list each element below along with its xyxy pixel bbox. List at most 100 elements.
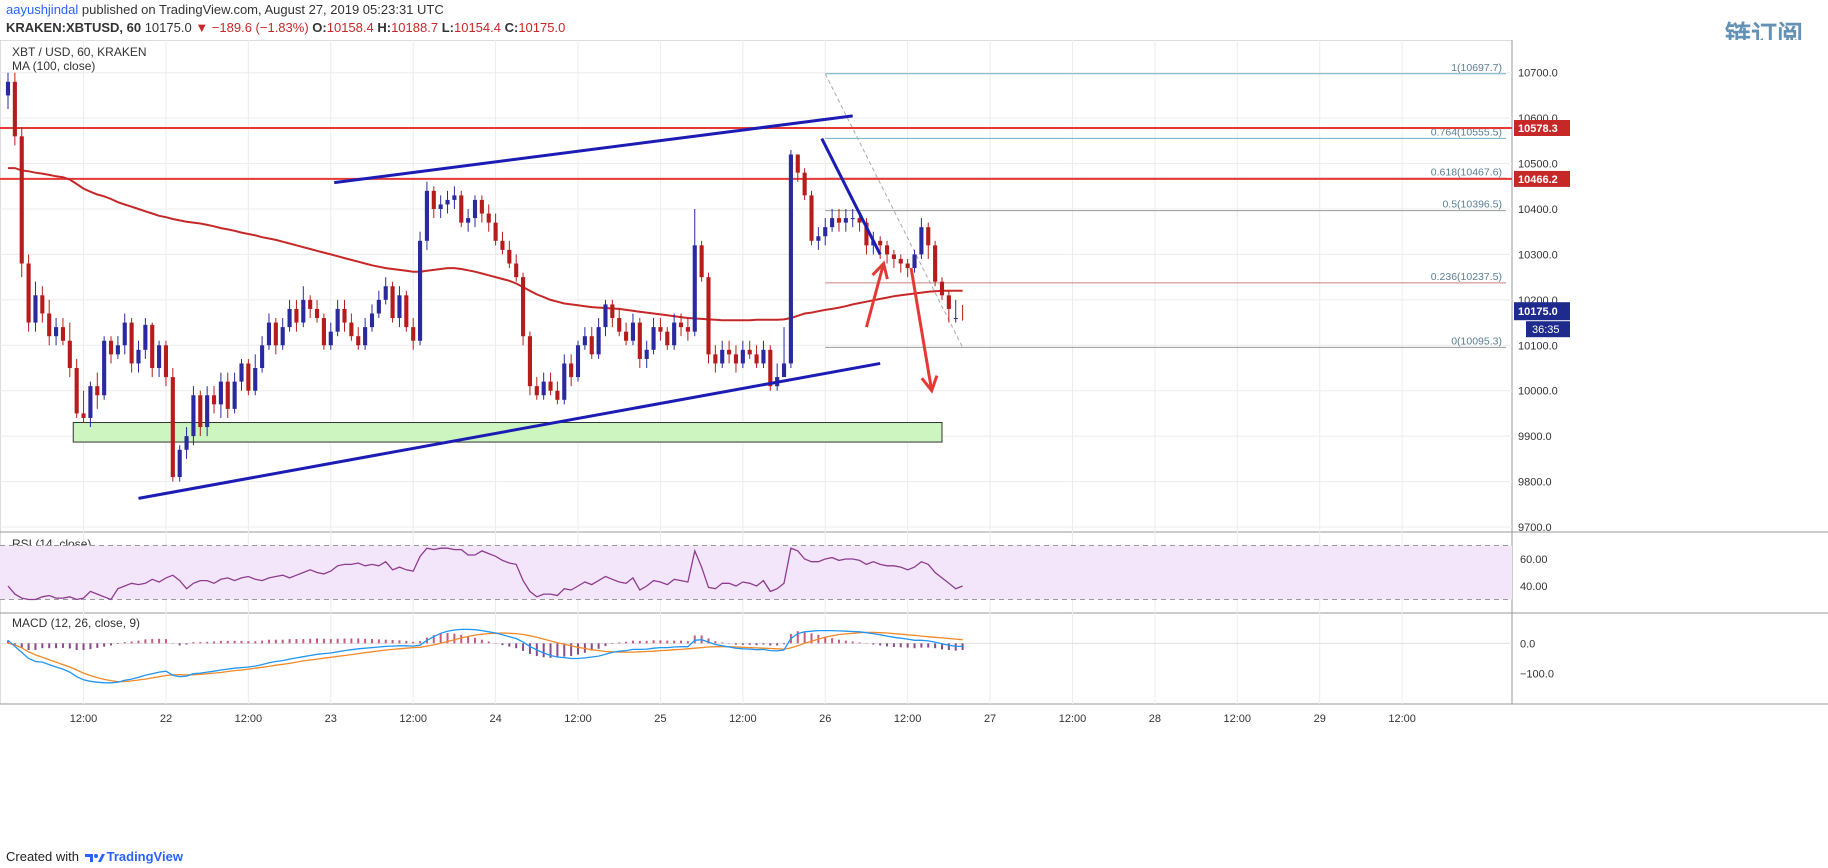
candle-body xyxy=(404,295,409,328)
candle-body xyxy=(349,322,354,337)
candle-body xyxy=(280,327,285,346)
candle-body xyxy=(314,308,320,319)
candle-body xyxy=(864,222,869,246)
candle-body xyxy=(363,327,368,346)
candle-body xyxy=(102,340,107,396)
candle-body xyxy=(562,363,567,400)
candle-body xyxy=(768,349,773,387)
candle-body xyxy=(356,336,361,346)
candle-body xyxy=(163,345,169,378)
created-with-text: Created with xyxy=(6,849,79,864)
candle-body xyxy=(582,336,587,346)
candle-body xyxy=(472,199,478,219)
candle-body xyxy=(555,390,560,400)
projection-arrow-shaft xyxy=(864,263,886,328)
rsi-band xyxy=(0,545,1512,600)
candle-body xyxy=(5,81,11,96)
candle-body xyxy=(177,449,182,478)
time-tick-label: 26 xyxy=(819,713,831,725)
candle-body xyxy=(19,136,24,264)
chart-canvas[interactable]: 12:00 22 12:00 23 12:00 24 12:00 25 12:00 26 12:00… xyxy=(0,40,1828,815)
candle-body xyxy=(232,381,237,409)
projection-arrow-head xyxy=(920,375,939,394)
fib-level-label: 0.5(10396.5) xyxy=(1442,199,1502,211)
candle-body xyxy=(12,81,17,137)
fib-level-label: 0.764(10555.5) xyxy=(1431,126,1502,138)
price-level-tag xyxy=(1514,170,1570,187)
price-tick-label: 10000.0 xyxy=(1518,386,1558,398)
candle-body xyxy=(143,324,148,350)
candle-body xyxy=(438,204,443,209)
candle-body xyxy=(953,318,958,320)
tradingview-logo-icon xyxy=(84,853,105,862)
projection-arrow-head xyxy=(871,260,889,280)
macd-tick-label: 0.0 xyxy=(1520,638,1535,650)
candle-body xyxy=(26,263,31,323)
candle-body xyxy=(47,313,52,337)
fib-level-label: 0.618(10467.6) xyxy=(1431,166,1502,178)
macd-signal-line xyxy=(7,631,963,683)
candle-body xyxy=(823,227,828,237)
candle-body xyxy=(534,386,539,396)
price-change: ▼ −189.6 (−1.83%) xyxy=(195,20,309,35)
candle-body xyxy=(390,286,395,319)
candle-body xyxy=(397,295,402,319)
candle-body xyxy=(170,377,175,478)
price-tick-label: 10500.0 xyxy=(1518,159,1558,171)
low-label: L: xyxy=(441,20,454,35)
ohlc-line: KRAKEN:XBTUSD, 60 10175.0 ▼ −189.6 (−1.8… xyxy=(6,20,565,35)
candle-body xyxy=(33,295,38,323)
candle-body xyxy=(198,395,203,428)
publisher-user[interactable]: aayushjindal xyxy=(6,2,79,17)
candle-body xyxy=(218,381,223,405)
symbol-label: KRAKEN:XBTUSD, 60 xyxy=(6,20,142,35)
price-level-tag-label: 10578.3 xyxy=(1518,123,1558,135)
candle-body xyxy=(610,304,615,319)
candle-body xyxy=(40,295,45,314)
high-label: H: xyxy=(377,20,392,35)
candle-body xyxy=(761,349,766,364)
close-value: 10175.0 xyxy=(518,20,566,35)
candle-body xyxy=(720,349,725,364)
candle-body xyxy=(342,308,347,323)
price-tick-label: 10400.0 xyxy=(1518,204,1558,216)
candle-body xyxy=(431,190,436,209)
candle-body xyxy=(115,345,120,355)
candle-body xyxy=(273,322,278,346)
candle-body xyxy=(246,363,251,391)
candle-body xyxy=(60,327,66,341)
candle-body xyxy=(692,245,697,332)
candle-body xyxy=(500,240,505,250)
countdown-label: 36:35 xyxy=(1532,324,1560,336)
candle-body xyxy=(205,395,210,428)
candle-body xyxy=(637,322,642,359)
time-tick-label: 12:00 xyxy=(399,713,427,725)
candle-body xyxy=(81,413,86,418)
candle-body xyxy=(239,363,244,382)
time-tick-label: 12:00 xyxy=(235,713,263,725)
rsi-tick-label: 40.00 xyxy=(1520,581,1548,593)
projection-arrow-shaft xyxy=(909,267,934,391)
candle-body xyxy=(88,386,93,418)
candle-body xyxy=(754,354,759,364)
publisher-line: aayushjindal published on TradingView.co… xyxy=(6,2,444,17)
time-tick-label: 23 xyxy=(325,713,337,725)
fib-level-label: 0.236(10237.5) xyxy=(1431,271,1502,283)
candle-body xyxy=(802,172,807,196)
tradingview-brand-link[interactable]: TradingView xyxy=(106,849,183,864)
candle-body xyxy=(699,245,704,278)
candle-body xyxy=(184,436,189,450)
candle-body xyxy=(672,322,677,346)
candle-body xyxy=(630,322,636,341)
fib-trend-line xyxy=(824,73,964,348)
high-value: 10188.7 xyxy=(391,20,439,35)
candle-body xyxy=(459,195,464,223)
time-tick-label: 12:00 xyxy=(1059,713,1087,725)
low-value: 10154.4 xyxy=(453,20,501,35)
candle-body xyxy=(713,354,718,364)
macd-legend-label: MACD (12, 26, close, 9) xyxy=(12,616,140,630)
candle-body xyxy=(383,286,388,300)
candle-body xyxy=(898,258,903,264)
candle-body xyxy=(67,340,72,368)
candle-body xyxy=(493,222,498,241)
